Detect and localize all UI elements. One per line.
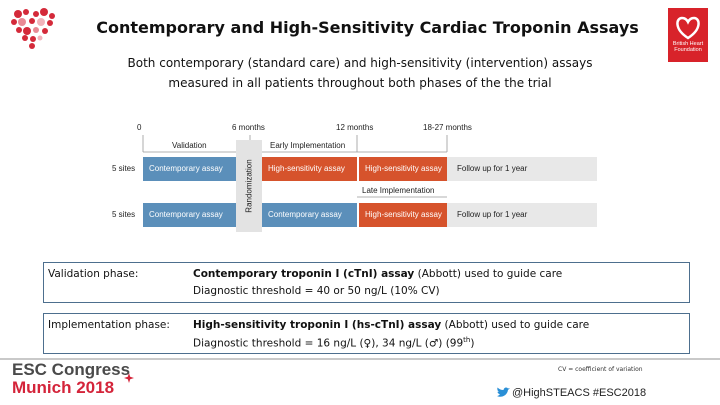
subtitle: Both contemporary (standard care) and hi…: [127, 56, 593, 70]
timeline-tick: 12 months: [336, 123, 374, 132]
segment: Follow up for 1 year: [447, 157, 597, 181]
assay-rest: (Abbott) used to guide care: [414, 268, 563, 280]
row-label: 5 sites: [112, 210, 136, 219]
row-label: 5 sites: [112, 164, 136, 173]
assay-rest: (Abbott) used to guide care: [441, 319, 590, 331]
randomization-label: Randomization: [244, 159, 254, 213]
handle: @HighSTEACS: [512, 387, 590, 399]
segment: High-sensitivity assay: [359, 157, 447, 181]
bhf-text: British Heart Foundation: [672, 41, 704, 53]
randomization-box: Randomization: [236, 140, 262, 232]
assay: Contemporary troponin I (cTnI) assay: [193, 268, 415, 280]
esc-star: [124, 373, 134, 383]
phase-label: Validation phase:: [48, 268, 139, 280]
segment: Contemporary assay: [143, 203, 236, 227]
segment: High-sensitivity assay: [359, 203, 447, 227]
assay: High-sensitivity troponin I (hs-cTnI) as…: [193, 319, 442, 331]
threshold: Diagnostic threshold = 40 or 50 ng/L (10…: [193, 285, 440, 297]
phase-label: Late Implementation: [362, 186, 435, 195]
city: Munich 2018: [12, 378, 115, 397]
timeline-tick: 18-27 months: [423, 123, 472, 132]
phase-label: Early Implementation: [270, 141, 346, 150]
threshold-line: Diagnostic threshold = 16 ng/L (♀), 34 n…: [193, 336, 474, 350]
timeline-tick: 0: [137, 123, 142, 132]
timeline-lines: [142, 135, 448, 198]
hashtag: #ESC2018: [592, 387, 647, 399]
segment: High-sensitivity assay: [262, 157, 357, 181]
phase-box: Implementation phase: High-sensitivity t…: [43, 313, 690, 354]
segment: Contemporary assay: [262, 203, 357, 227]
phase-label: Validation: [172, 141, 207, 150]
threshold: Diagnostic threshold = 16 ng/L (♀), 34 n…: [193, 337, 464, 350]
footnote: CV = coefficient of variation: [558, 366, 643, 373]
twitter-icon: [497, 387, 510, 397]
bhf-logo: British Heart Foundation: [668, 8, 708, 62]
threshold-close: ): [470, 337, 475, 350]
phase-label: Implementation phase:: [48, 319, 170, 331]
phase-assay-line: High-sensitivity troponin I (hs-cTnI) as…: [193, 319, 589, 331]
heart-logo: [11, 8, 55, 49]
footer-rule: [0, 358, 720, 360]
title: Contemporary and High-Sensitivity Cardia…: [96, 18, 639, 37]
timeline-tick: 6 months: [232, 123, 265, 132]
phase-box: Validation phase: Contemporary troponin …: [43, 262, 690, 303]
segment: Contemporary assay: [143, 157, 236, 181]
congress: ESC Congress: [12, 360, 131, 379]
superscript: th: [463, 336, 471, 344]
segment: Follow up for 1 year: [447, 203, 597, 227]
bhf-heart: [676, 16, 700, 40]
social: @HighSTEACS #ESC2018: [512, 387, 646, 399]
phase-assay-line: Contemporary troponin I (cTnI) assay (Ab…: [193, 268, 562, 280]
subtitle: measured in all patients throughout both…: [168, 76, 552, 90]
